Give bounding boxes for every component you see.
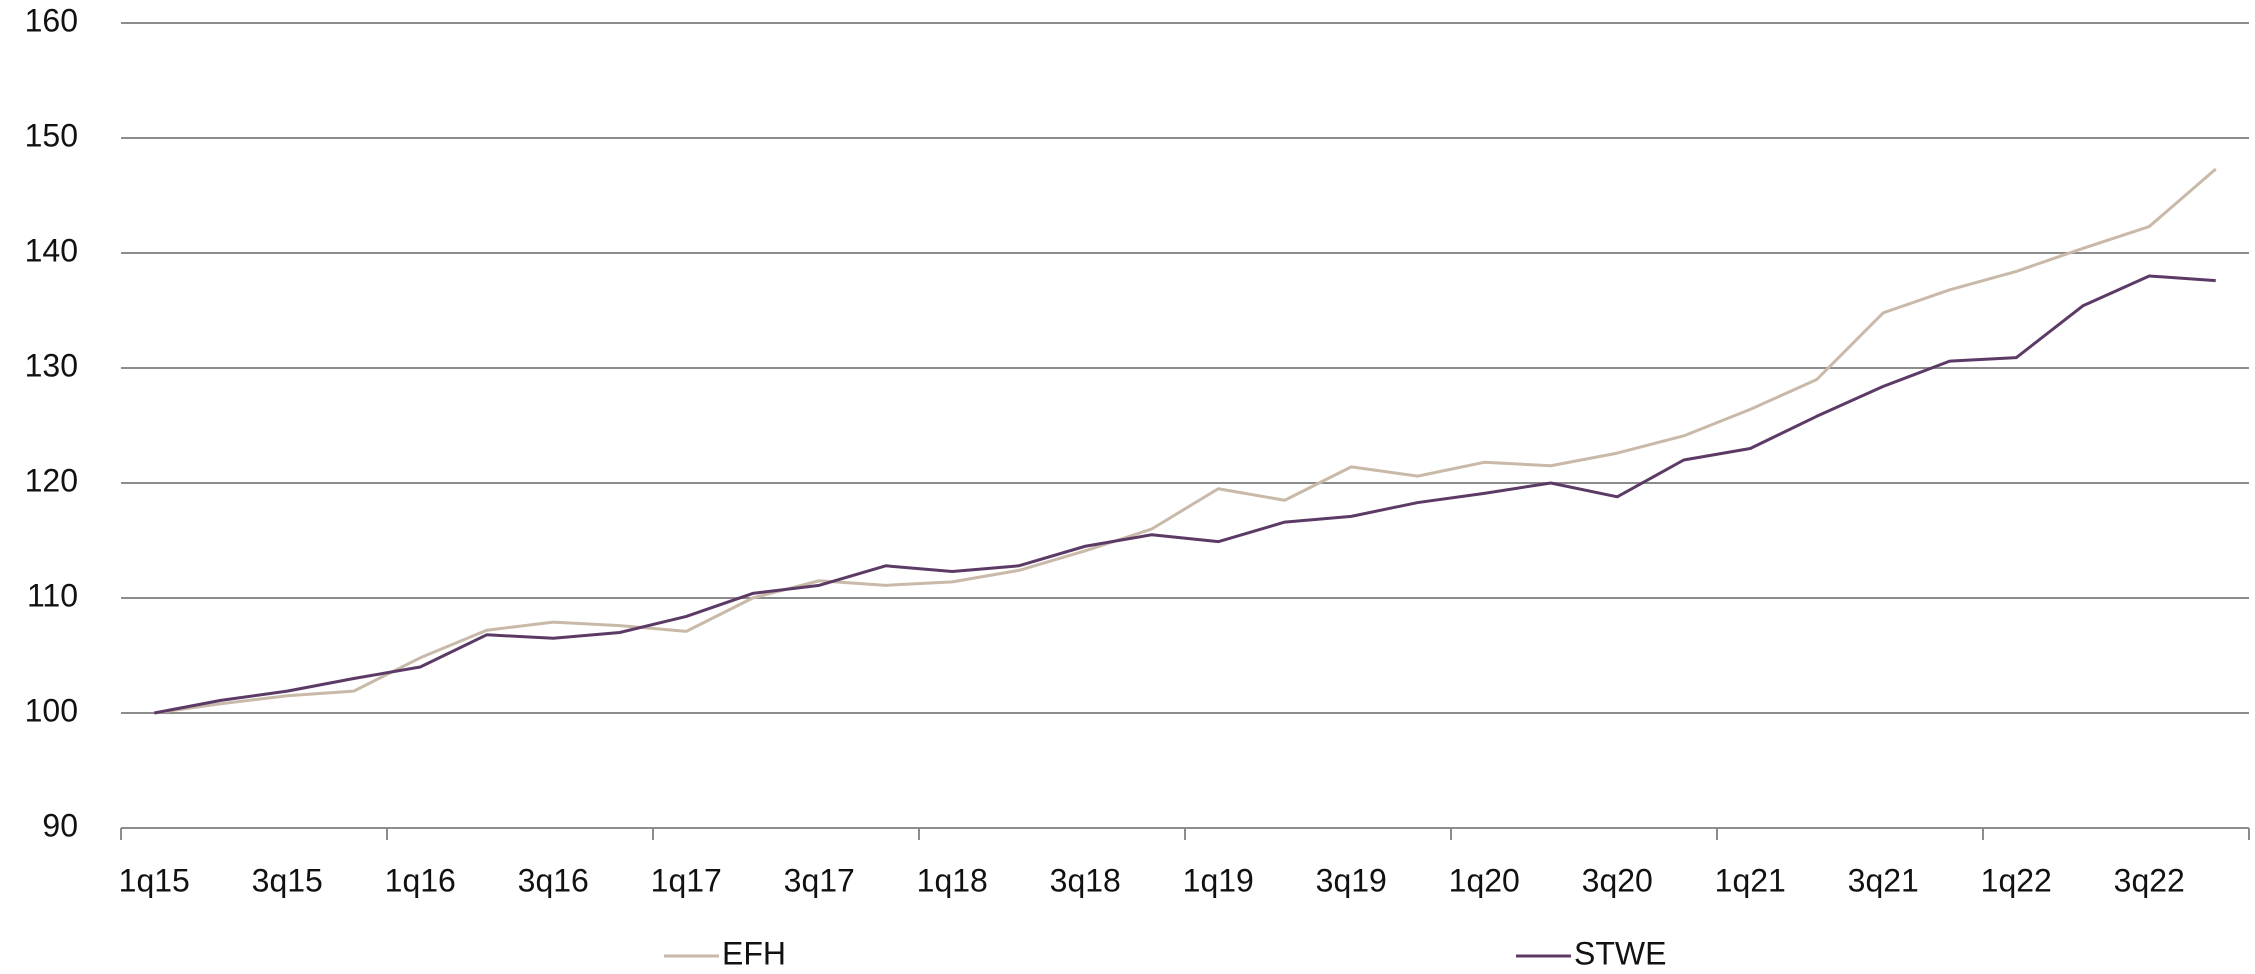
x-tick-label: 1q21 (1715, 862, 1786, 898)
x-tick-label: 1q16 (385, 862, 456, 898)
x-tick-label: 1q19 (1183, 862, 1254, 898)
x-tick-label: 3q16 (518, 862, 589, 898)
legend-label: STWE (1574, 935, 1666, 971)
y-tick-label: 140 (25, 232, 78, 268)
y-tick-label: 120 (25, 462, 78, 498)
x-tick-label: 1q15 (119, 862, 190, 898)
x-tick-label: 3q22 (2114, 862, 2185, 898)
x-tick-label: 1q18 (917, 862, 988, 898)
x-tick-label: 3q19 (1316, 862, 1387, 898)
x-tick-label: 3q18 (1050, 862, 1121, 898)
x-tick-label: 1q17 (651, 862, 722, 898)
y-tick-label: 90 (42, 807, 78, 843)
x-tick-label: 3q21 (1848, 862, 1919, 898)
y-tick-label: 110 (27, 577, 78, 613)
x-tick-label: 3q15 (252, 862, 323, 898)
legend-label: EFH (722, 935, 786, 971)
x-tick-label: 1q22 (1981, 862, 2052, 898)
y-tick-label: 130 (25, 347, 78, 383)
x-tick-label: 3q20 (1582, 862, 1653, 898)
y-tick-label: 100 (25, 692, 78, 728)
series-line (153, 274, 2216, 715)
x-tick-label: 1q20 (1449, 862, 1520, 898)
y-tick-label: 150 (25, 117, 78, 153)
y-tick-label: 160 (25, 2, 78, 38)
series-line (154, 167, 2217, 715)
x-tick-label: 3q17 (784, 862, 855, 898)
